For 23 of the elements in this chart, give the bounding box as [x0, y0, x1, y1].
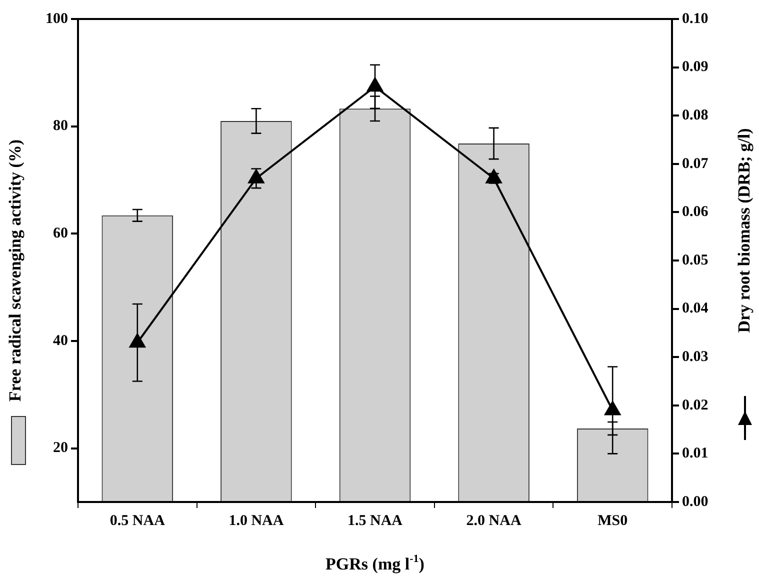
y2-tick-label: 0.05	[682, 252, 708, 268]
y2-tick-label: 0.07	[682, 156, 709, 172]
x-tick-label: 1.5 NAA	[348, 512, 403, 529]
y2-tick-label: 0.00	[682, 494, 708, 510]
x-tick-label: 1.0 NAA	[228, 512, 284, 529]
y-axis-title: Free radical scavenging activity (%)	[5, 139, 24, 402]
x-tick-label: MS0	[598, 512, 628, 529]
y2-tick-label: 0.09	[682, 59, 708, 76]
y2-tick-label: 0.01	[682, 446, 708, 462]
y-tick-label: 80	[53, 118, 68, 134]
y2-tick-label: 0.04	[682, 300, 709, 317]
y2-tick-label: 0.10	[682, 10, 708, 27]
y2-tick-label: 0.08	[682, 107, 708, 124]
y2-axis-title: Dry root biomass (DRB; g/l)	[734, 128, 754, 333]
x-tick-label: 2.0 NAA	[466, 512, 522, 529]
y2-tick-label: 0.06	[682, 204, 709, 220]
y2-tick-label: 0.02	[682, 397, 708, 414]
y2-tick-label: 0.03	[682, 348, 708, 365]
y-tick-label: 40	[53, 332, 68, 349]
y-tick-label: 60	[53, 226, 68, 242]
x-tick-label: 0.5 NAA	[110, 512, 166, 529]
y-tick-label: 100	[46, 10, 68, 27]
y-tick-label: 20	[53, 440, 68, 456]
